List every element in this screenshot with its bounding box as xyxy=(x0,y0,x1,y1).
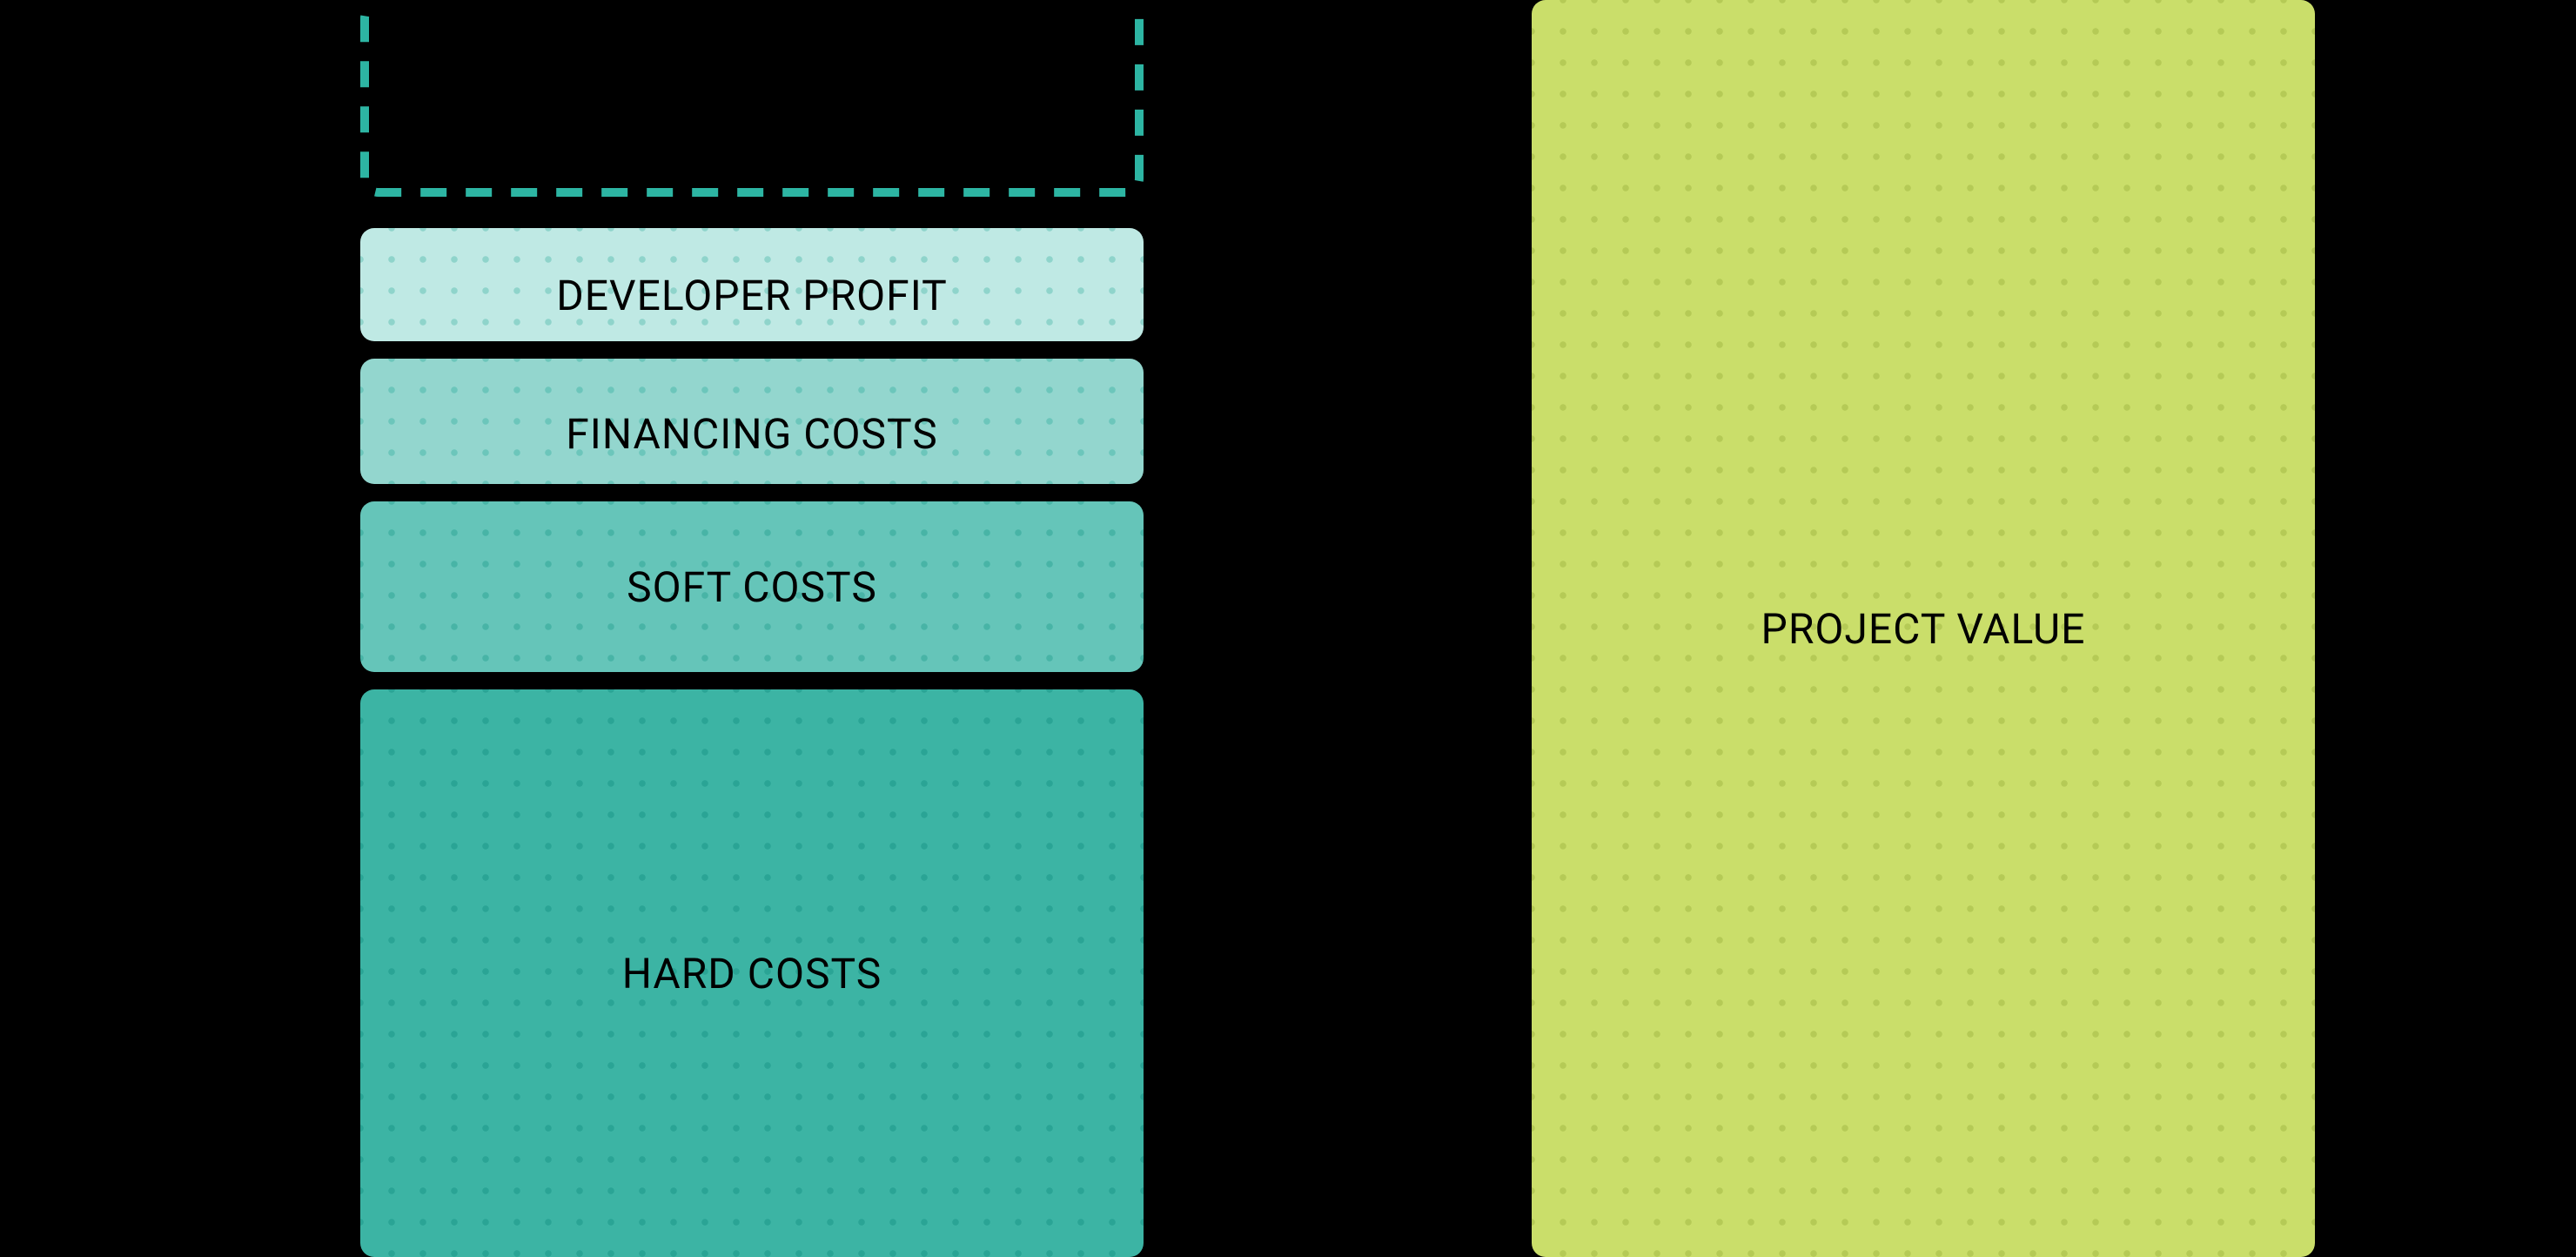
financing-costs-label: FINANCING COSTS xyxy=(566,409,937,459)
soft-costs-block: SOFT COSTS xyxy=(360,501,1144,672)
project-value-label: PROJECT VALUE xyxy=(1761,604,2086,654)
diagram-canvas: DEVELOPER PROFIT FINANCING COSTS SOFT COST… xyxy=(0,0,2576,1257)
residual-land-value-block xyxy=(360,0,1144,197)
hard-costs-block: HARD COSTS xyxy=(360,689,1144,1257)
project-value-block: PROJECT VALUE xyxy=(1532,0,2315,1257)
developer-profit-label: DEVELOPER PROFIT xyxy=(556,271,947,320)
financing-costs-block: FINANCING COSTS xyxy=(360,359,1144,484)
soft-costs-label: SOFT COSTS xyxy=(627,562,877,612)
hard-costs-label: HARD COSTS xyxy=(622,949,882,998)
developer-profit-block: DEVELOPER PROFIT xyxy=(360,228,1144,341)
